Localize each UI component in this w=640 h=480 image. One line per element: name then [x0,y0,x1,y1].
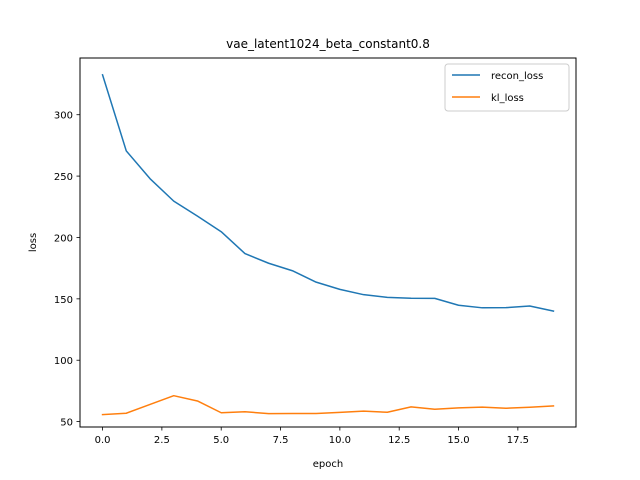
y-tick-label: 50 [60,418,73,429]
y-axis-ticks: 50 100 150 200 250 300 [54,111,80,429]
x-tick-label: 12.5 [388,435,410,446]
x-tick-label: 2.5 [154,435,170,446]
x-axis-label: epoch [313,459,343,470]
x-tick-label: 7.5 [273,435,289,446]
chart-title: vae_latent1024_beta_constant0.8 [226,37,430,51]
y-tick-label: 300 [54,111,73,122]
x-tick-label: 10.0 [329,435,351,446]
y-tick-label: 250 [54,172,73,183]
legend: recon_loss kl_loss [444,63,570,112]
x-tick-label: 5.0 [213,435,229,446]
plot-area [101,73,555,416]
axes-frame [79,57,577,428]
legend-label-kl_loss: kl_loss [491,93,524,104]
x-tick-label: 17.5 [507,435,529,446]
series-line-kl_loss [101,394,555,416]
series-line-recon_loss [101,73,555,313]
y-tick-label: 100 [54,356,73,367]
y-axis-label: loss [28,233,39,252]
y-tick-label: 200 [54,233,73,244]
x-tick-label: 15.0 [447,435,469,446]
y-tick-label: 150 [54,295,73,306]
x-axis-ticks: 0.0 2.5 5.0 7.5 10.0 12.5 15.0 17.5 [95,427,529,446]
x-tick-label: 0.0 [95,435,111,446]
legend-label-recon_loss: recon_loss [491,71,543,82]
